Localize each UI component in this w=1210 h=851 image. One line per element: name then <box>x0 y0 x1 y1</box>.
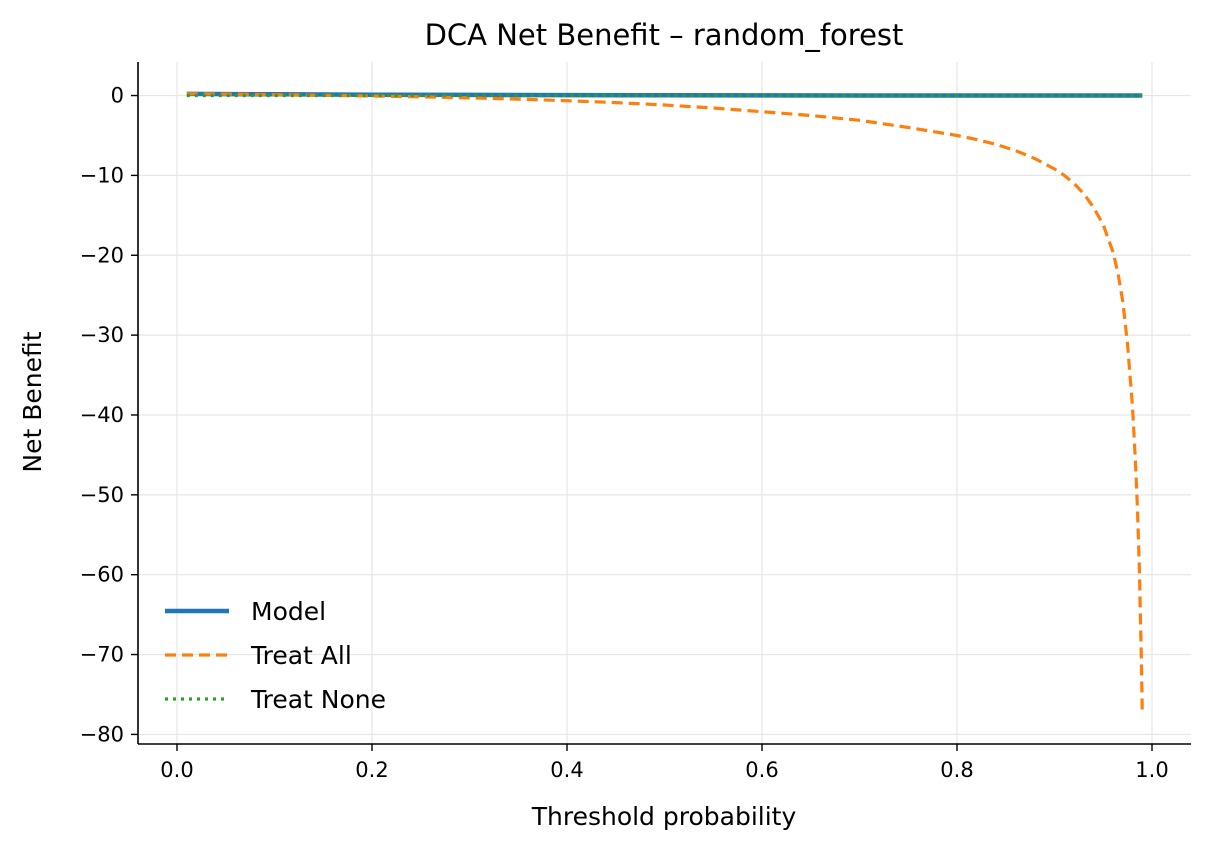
legend-label: Model <box>251 597 326 626</box>
y-tick-label: −30 <box>80 323 124 347</box>
x-tick-label: 1.0 <box>1135 758 1168 782</box>
y-tick-label: −50 <box>80 483 124 507</box>
grid <box>138 62 1191 744</box>
x-tick-label: 0.2 <box>355 758 388 782</box>
y-tick-label: −70 <box>80 643 124 667</box>
x-tick-label: 0.0 <box>160 758 193 782</box>
legend-label: Treat All <box>250 641 352 670</box>
y-tick-label: −40 <box>80 403 124 427</box>
legend: Model Treat All Treat None <box>165 597 386 714</box>
series-line-treat-all <box>186 92 1144 714</box>
axes: 0.0 0.2 0.4 0.6 0.8 1.0 0 −10 −20 −30 −40 −50 −60 −70… <box>80 62 1191 782</box>
chart-title: DCA Net Benefit – random_forest <box>425 18 904 52</box>
y-tick-label: 0 <box>111 84 124 108</box>
plot-area <box>186 91 1144 714</box>
y-axis-label: Net Benefit <box>18 331 47 472</box>
x-tick-label: 0.4 <box>550 758 583 782</box>
x-axis-label: Threshold probability <box>531 802 797 831</box>
y-tick-label: −80 <box>80 722 124 746</box>
x-tick-label: 0.8 <box>940 758 973 782</box>
x-tick-label: 0.6 <box>745 758 778 782</box>
y-tick-label: −10 <box>80 163 124 187</box>
legend-label: Treat None <box>250 685 386 714</box>
y-tick-label: −60 <box>80 563 124 587</box>
y-tick-label: −20 <box>80 243 124 267</box>
